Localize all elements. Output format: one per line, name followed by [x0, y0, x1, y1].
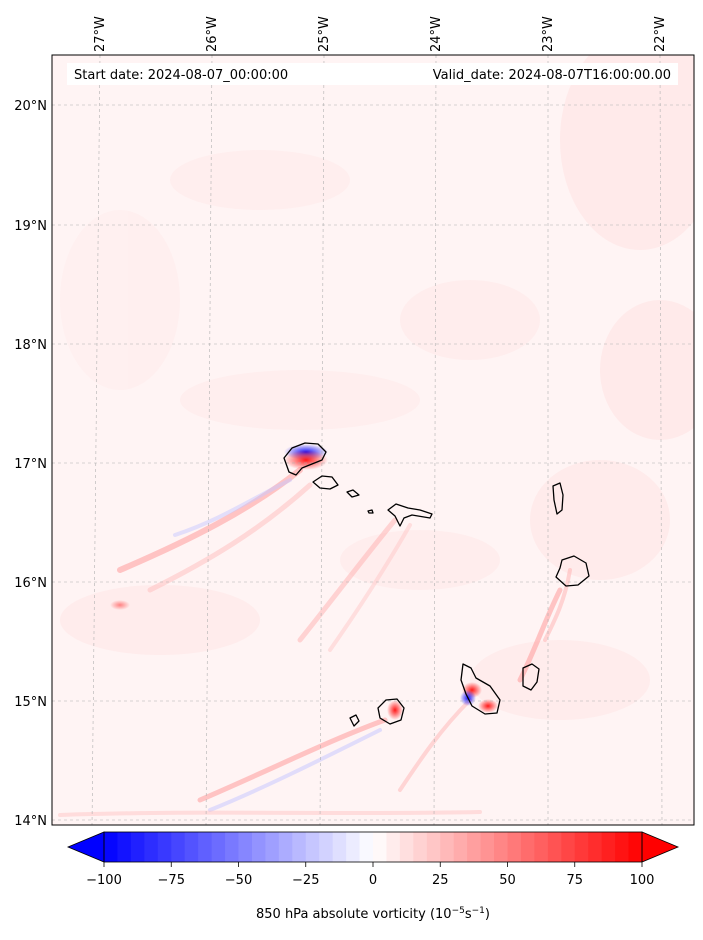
- colorbar-max-extend: [641, 831, 680, 863]
- lat-label: 18°N: [14, 338, 47, 353]
- lon-label: 23°W: [541, 16, 556, 52]
- lon-label: 24°W: [429, 16, 444, 52]
- colorbar-segment: [601, 832, 616, 862]
- colorbar-tick-label: 25: [432, 873, 449, 888]
- lat-label: 17°N: [14, 457, 47, 472]
- island-wake-streaks: [58, 467, 572, 817]
- colorbar-segment: [211, 832, 226, 862]
- longitude-labels: 27°W 26°W 25°W 24°W 23°W 22°W: [93, 16, 668, 52]
- island-sal: [552, 482, 564, 515]
- colorbar-tick-label: −25: [292, 873, 319, 888]
- date-banner: [67, 63, 678, 85]
- colorbar-segment: [251, 832, 266, 862]
- colorbar-tick-label: 0: [369, 873, 377, 888]
- island-sao-nicolau: [387, 503, 433, 527]
- strong-vorticity-cores: [110, 444, 498, 720]
- colorbar-ticks: −100 −75 −50 −25 0 25 50 75 100: [86, 862, 654, 888]
- colorbar-segment: [547, 832, 562, 862]
- colorbar-tick-label: 75: [566, 873, 583, 888]
- island-raso: [367, 509, 374, 514]
- colorbar-segment: [359, 832, 374, 862]
- colorbar-segment: [426, 832, 441, 862]
- colorbar-label: 850 hPa absolute vorticity (10−5s−1): [256, 906, 490, 922]
- lat-label: 16°N: [14, 576, 47, 591]
- colorbar-segment: [628, 832, 643, 862]
- colorbar-segment: [440, 832, 455, 862]
- colorbar-segment: [225, 832, 239, 862]
- colorbar-segment: [332, 832, 347, 862]
- colorbar-segment: [561, 832, 576, 862]
- colorbar-segment: [480, 832, 495, 862]
- lat-label: 20°N: [14, 99, 47, 114]
- colorbar-tick-label: 100: [630, 873, 655, 888]
- colorbar-segment: [534, 832, 549, 862]
- lon-label: 27°W: [93, 16, 108, 52]
- lon-label: 26°W: [205, 16, 220, 52]
- islands: [283, 442, 590, 727]
- island-sao-vicente: [312, 475, 339, 490]
- lon-label: 25°W: [317, 16, 332, 52]
- colorbar-segment: [574, 832, 589, 862]
- colorbar-segment: [238, 832, 253, 862]
- colorbar-segment: [198, 832, 213, 862]
- colorbar-segment: [507, 832, 522, 862]
- latitude-labels: 20°N 19°N 18°N 17°N 16°N 15°N 14°N: [14, 99, 47, 829]
- colorbar-tick-label: −100: [86, 873, 122, 888]
- colorbar: −100 −75 −50 −25 0 25 50 75 100 850 hPa absolute…: [66, 831, 680, 922]
- colorbar-segment: [278, 832, 293, 862]
- island-brava: [349, 714, 360, 727]
- colorbar-segment: [292, 832, 307, 862]
- vorticity-field: [52, 55, 694, 825]
- colorbar-tick-label: −75: [158, 873, 185, 888]
- colorbar-segment: [184, 832, 199, 862]
- island-santiago: [460, 663, 501, 715]
- start-date-text: Start date: 2024-08-07_00:00:00: [74, 68, 288, 83]
- colorbar-segment: [520, 832, 535, 862]
- colorbar-segment: [373, 832, 387, 862]
- colorbar-segment: [467, 832, 482, 862]
- lon-label: 22°W: [653, 16, 668, 52]
- island-maio: [522, 663, 540, 691]
- colorbar-tick-label: −50: [225, 873, 252, 888]
- gridlines: [52, 55, 694, 825]
- colorbar-segment: [104, 832, 118, 862]
- colorbar-segment: [265, 832, 280, 862]
- colorbar-min-extend: [66, 831, 105, 863]
- valid-date-text: Valid_date: 2024-08-07T16:00:00.00: [433, 68, 671, 83]
- colorbar-segment: [305, 832, 320, 862]
- lat-label: 15°N: [14, 695, 47, 710]
- colorbar-segment: [399, 832, 414, 862]
- colorbar-segment: [130, 832, 145, 862]
- lat-label: 14°N: [14, 814, 47, 829]
- colorbar-segment: [144, 832, 159, 862]
- colorbar-segment: [171, 832, 186, 862]
- island-santo-antao: [283, 442, 327, 476]
- colorbar-segment: [117, 832, 132, 862]
- colorbar-tick-label: 50: [499, 873, 516, 888]
- colorbar-segment: [494, 832, 508, 862]
- island-fogo: [377, 698, 405, 725]
- island-santa-luzia: [346, 489, 360, 498]
- colorbar-segment: [319, 832, 334, 862]
- map-panel: Start date: 2024-08-07_00:00:00 Valid_da…: [14, 16, 695, 829]
- map-frame: [51, 54, 695, 826]
- colorbar-segment: [346, 832, 361, 862]
- colorbar-segment: [413, 832, 428, 862]
- lat-label: 19°N: [14, 219, 47, 234]
- colorbar-segment: [588, 832, 603, 862]
- colorbar-segments: [104, 832, 643, 862]
- colorbar-segment: [453, 832, 468, 862]
- island-boa-vista: [555, 555, 590, 587]
- colorbar-segment: [157, 832, 172, 862]
- colorbar-segment: [386, 832, 401, 862]
- colorbar-segment: [615, 832, 630, 862]
